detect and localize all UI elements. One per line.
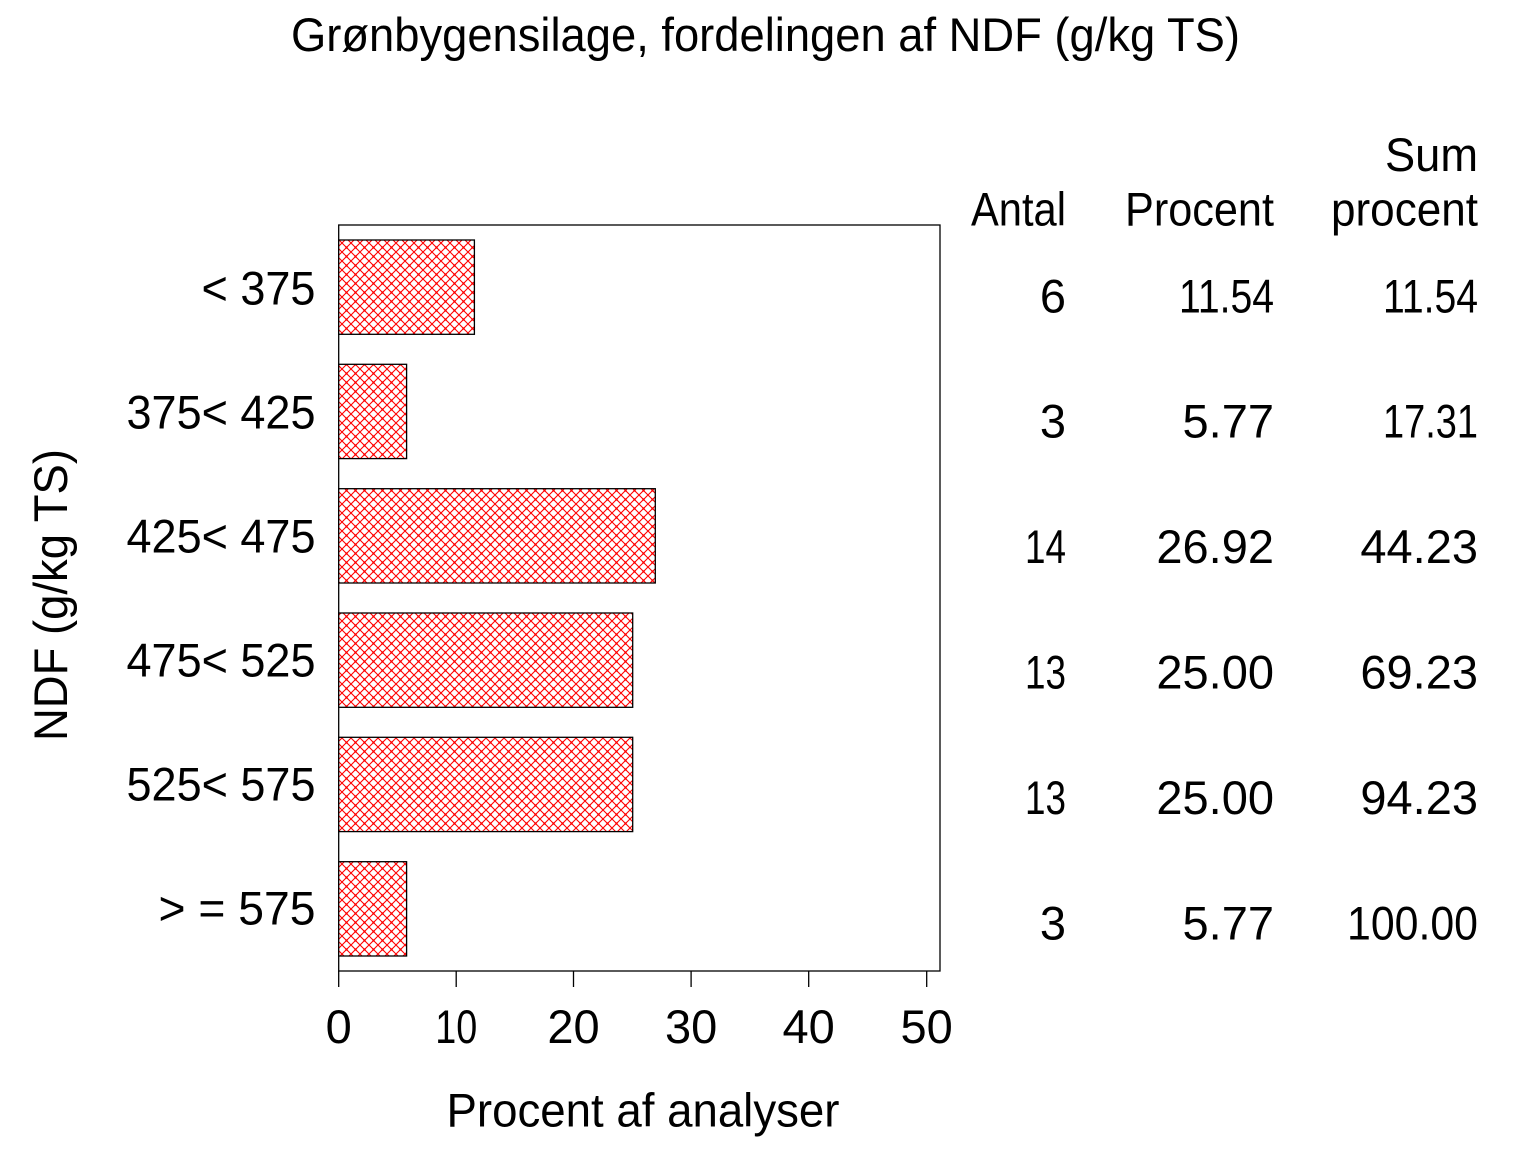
svg-text:100.00: 100.00: [1347, 897, 1478, 950]
svg-text:17.31: 17.31: [1383, 395, 1478, 448]
svg-text:3: 3: [1040, 395, 1066, 448]
svg-text:44.23: 44.23: [1360, 520, 1478, 573]
svg-text:13: 13: [1025, 646, 1066, 699]
svg-text:25.00: 25.00: [1156, 771, 1274, 824]
svg-text:Procent: Procent: [1125, 183, 1274, 236]
svg-text:40: 40: [783, 1000, 835, 1053]
svg-text:Grønbygensilage, fordelingen a: Grønbygensilage, fordelingen af NDF (g/k…: [291, 8, 1240, 61]
svg-text:375< 425: 375< 425: [127, 386, 316, 439]
svg-text:50: 50: [901, 1000, 953, 1053]
svg-text:Antal: Antal: [971, 183, 1066, 236]
svg-text:13: 13: [1025, 771, 1066, 824]
svg-text:10: 10: [435, 1000, 477, 1053]
svg-text:< 375: < 375: [202, 262, 316, 315]
svg-text:475< 525: 475< 525: [127, 634, 316, 687]
svg-text:procent: procent: [1331, 183, 1478, 236]
svg-text:94.23: 94.23: [1360, 771, 1478, 824]
svg-text:69.23: 69.23: [1360, 646, 1478, 699]
svg-text:Sum: Sum: [1385, 128, 1478, 181]
svg-text:Procent af analyser: Procent af analyser: [447, 1084, 840, 1137]
svg-text:NDF (g/kg TS): NDF (g/kg TS): [24, 449, 77, 741]
svg-text:11.54: 11.54: [1383, 269, 1478, 322]
svg-text:> = 575: > = 575: [159, 882, 316, 935]
svg-text:0: 0: [326, 1000, 352, 1053]
svg-text:525< 575: 525< 575: [127, 758, 316, 811]
svg-text:5.77: 5.77: [1183, 395, 1274, 448]
svg-text:6: 6: [1040, 269, 1066, 322]
svg-text:5.77: 5.77: [1183, 897, 1274, 950]
svg-text:20: 20: [547, 1000, 599, 1053]
svg-text:25.00: 25.00: [1156, 646, 1274, 699]
svg-text:14: 14: [1025, 520, 1066, 573]
svg-text:3: 3: [1040, 897, 1066, 950]
svg-text:425< 475: 425< 475: [127, 510, 316, 563]
svg-text:26.92: 26.92: [1156, 520, 1274, 573]
svg-text:30: 30: [665, 1000, 717, 1053]
svg-text:11.54: 11.54: [1179, 269, 1274, 322]
